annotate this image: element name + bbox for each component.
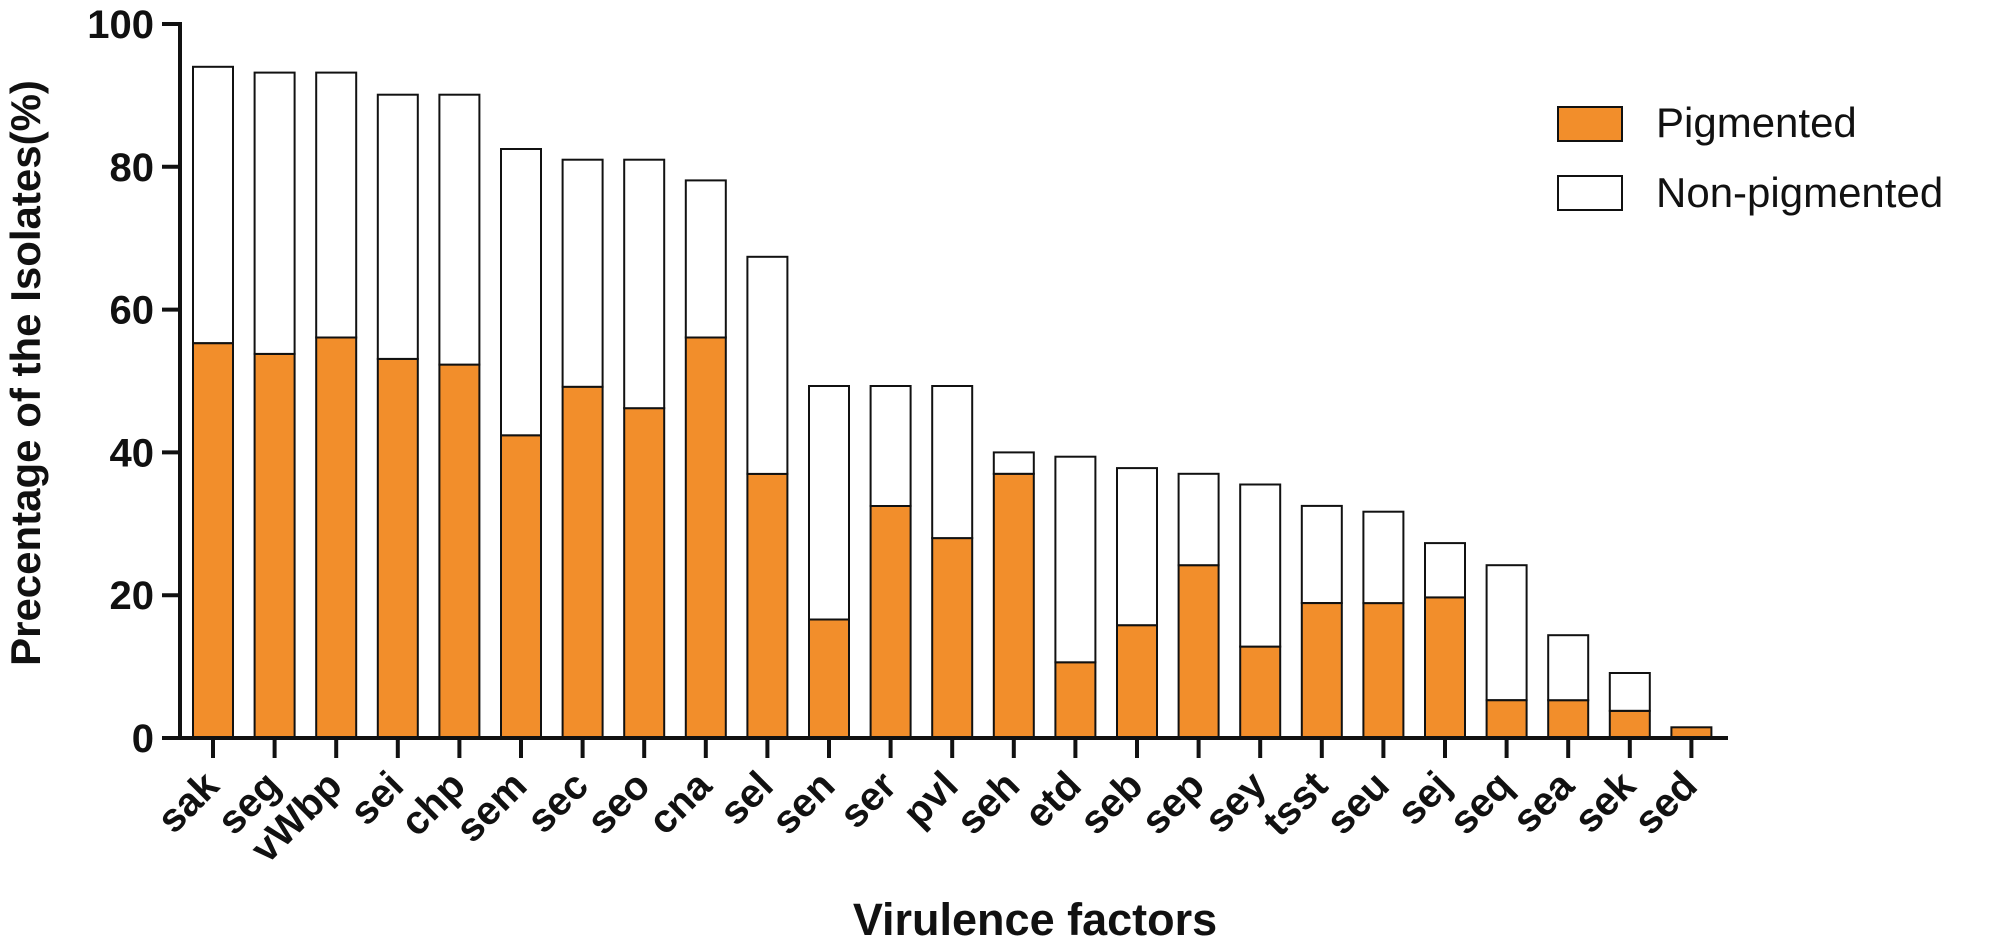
x-tick-label-etd: etd bbox=[1016, 763, 1090, 837]
x-tick-label-sep: sep bbox=[1133, 763, 1213, 843]
bar-pigmented-pvl bbox=[931, 537, 974, 739]
bar-pigmented-sea bbox=[1547, 699, 1590, 740]
bar-non-pigmented-sea bbox=[1547, 634, 1590, 702]
bar-pigmented-sem bbox=[500, 434, 542, 739]
x-tick-label-seo: seo bbox=[579, 763, 659, 843]
x-tick-label-seb: seb bbox=[1072, 763, 1152, 843]
x-tick-label-seu: seu bbox=[1318, 763, 1398, 843]
bar-pigmented-sei bbox=[376, 357, 419, 739]
bars-group bbox=[192, 65, 1713, 740]
bar-non-pigmented-seb bbox=[1116, 467, 1158, 627]
x-tick-label-sen: sen bbox=[764, 763, 844, 843]
bar-pigmented-sey bbox=[1239, 645, 1282, 739]
y-tick-label-80: 80 bbox=[110, 146, 155, 190]
bar-non-pigmented-sen bbox=[808, 385, 850, 621]
bar-pigmented-seo bbox=[623, 407, 666, 739]
bar-pigmented-seq bbox=[1485, 699, 1528, 740]
bar-non-pigmented-sek bbox=[1608, 672, 1651, 712]
bar-non-pigmented-sak bbox=[192, 65, 234, 345]
bar-pigmented-sel bbox=[746, 472, 789, 739]
bar-non-pigmented-cna bbox=[684, 179, 727, 339]
legend-swatch-pigmented bbox=[1557, 106, 1623, 142]
bar-pigmented-sej bbox=[1424, 596, 1466, 739]
y-tick-label-40: 40 bbox=[110, 431, 155, 475]
legend: Pigmented Non-pigmented bbox=[1557, 99, 1943, 216]
x-tick-label-pvl: pvl bbox=[895, 763, 967, 835]
bar-non-pigmented-seo bbox=[623, 158, 666, 410]
bar-pigmented-sep bbox=[1177, 564, 1220, 740]
x-tick-label-sel: sel bbox=[711, 763, 781, 833]
y-tick-label-100: 100 bbox=[87, 3, 154, 47]
bar-non-pigmented-sec bbox=[561, 158, 604, 388]
bar-non-pigmented-sep bbox=[1177, 472, 1220, 567]
bar-non-pigmented-seu bbox=[1362, 510, 1405, 605]
bar-non-pigmented-sem bbox=[500, 148, 542, 437]
bar-non-pigmented-seq bbox=[1485, 564, 1528, 702]
bar-non-pigmented-etd bbox=[1054, 455, 1097, 664]
legend-swatch-non-pigmented bbox=[1557, 175, 1623, 211]
x-axis-title: Virulence factors bbox=[853, 894, 1217, 945]
bar-non-pigmented-pvl bbox=[931, 385, 974, 540]
bar-pigmented-sak bbox=[192, 342, 234, 739]
bar-pigmented-seu bbox=[1362, 602, 1405, 739]
bar-pigmented-sec bbox=[561, 385, 604, 739]
x-tick-label-sey: sey bbox=[1196, 763, 1275, 842]
bar-non-pigmented-chp bbox=[438, 93, 481, 366]
bar-non-pigmented-ser bbox=[869, 385, 912, 507]
x-tick-label-ser: ser bbox=[831, 763, 905, 837]
bar-non-pigmented-tsst bbox=[1300, 504, 1343, 604]
bar-pigmented-seb bbox=[1116, 624, 1158, 740]
x-tick-label-sea: sea bbox=[1504, 763, 1583, 842]
x-tick-label-sec: sec bbox=[519, 763, 597, 841]
legend-label-non-pigmented: Non-pigmented bbox=[1656, 169, 1943, 216]
bar-pigmented-sen bbox=[808, 618, 850, 739]
x-tick-label-tsst: tsst bbox=[1255, 763, 1336, 844]
bar-pigmented-cna bbox=[684, 336, 727, 739]
bar-pigmented-ser bbox=[869, 504, 912, 739]
y-tick-label-20: 20 bbox=[110, 574, 155, 618]
bar-pigmented-vwbp bbox=[315, 336, 358, 739]
y-tick-label-0: 0 bbox=[132, 717, 154, 761]
bar-pigmented-tsst bbox=[1300, 602, 1343, 739]
x-tick-label-sak: sak bbox=[149, 763, 228, 842]
x-tick-label-seq: seq bbox=[1441, 763, 1521, 843]
x-tick-label-seh: seh bbox=[948, 763, 1028, 843]
bar-non-pigmented-seg bbox=[253, 71, 296, 355]
x-tick-label-sek: sek bbox=[1566, 763, 1645, 842]
bar-pigmented-chp bbox=[438, 363, 481, 739]
x-tick-label-sed: sed bbox=[1626, 763, 1706, 843]
bar-non-pigmented-sei bbox=[376, 93, 419, 360]
bar-pigmented-seh bbox=[992, 472, 1035, 739]
y-axis-title: Precentage of the Isolates(%) bbox=[2, 80, 49, 666]
bar-non-pigmented-seh bbox=[992, 451, 1035, 475]
bar-pigmented-seg bbox=[253, 352, 296, 739]
legend-label-pigmented: Pigmented bbox=[1656, 99, 1857, 146]
bar-pigmented-etd bbox=[1054, 661, 1097, 739]
bar-pigmented-sek bbox=[1608, 709, 1651, 740]
x-tick-label-sej: sej bbox=[1389, 763, 1459, 833]
bar-non-pigmented-sel bbox=[746, 255, 789, 475]
bar-non-pigmented-vwbp bbox=[315, 71, 358, 339]
x-tick-label-cna: cna bbox=[640, 763, 720, 843]
bar-non-pigmented-sej bbox=[1424, 542, 1466, 599]
y-tick-label-60: 60 bbox=[110, 289, 155, 333]
bar-non-pigmented-sey bbox=[1239, 483, 1282, 648]
